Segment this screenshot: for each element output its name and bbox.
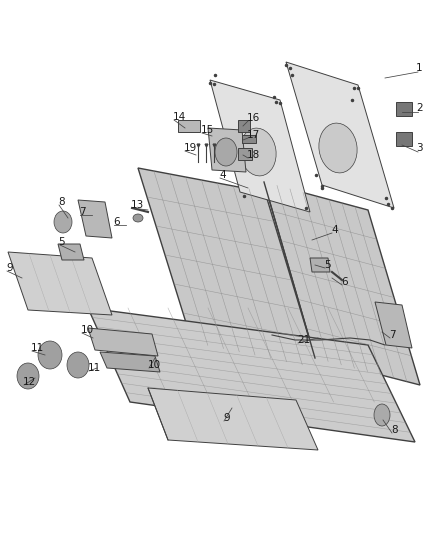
Ellipse shape xyxy=(67,352,89,378)
Ellipse shape xyxy=(38,341,62,369)
Polygon shape xyxy=(8,252,112,315)
Polygon shape xyxy=(210,80,310,212)
Text: 10: 10 xyxy=(148,360,161,370)
Ellipse shape xyxy=(240,128,276,176)
Polygon shape xyxy=(264,182,420,385)
Text: 4: 4 xyxy=(219,170,226,180)
Polygon shape xyxy=(242,135,256,143)
Text: 21: 21 xyxy=(297,335,310,345)
Text: 5: 5 xyxy=(324,260,331,270)
Text: 5: 5 xyxy=(58,237,65,247)
Polygon shape xyxy=(100,352,160,372)
Text: 18: 18 xyxy=(247,150,260,160)
Text: 8: 8 xyxy=(391,425,398,435)
Ellipse shape xyxy=(54,211,72,233)
Text: 8: 8 xyxy=(58,197,65,207)
Polygon shape xyxy=(148,388,318,450)
Polygon shape xyxy=(88,328,158,356)
Polygon shape xyxy=(310,258,330,272)
Text: 7: 7 xyxy=(79,207,85,217)
Ellipse shape xyxy=(133,214,143,222)
Polygon shape xyxy=(238,120,250,132)
Text: 11: 11 xyxy=(88,363,101,373)
Ellipse shape xyxy=(319,123,357,173)
Polygon shape xyxy=(58,244,84,260)
Text: 9: 9 xyxy=(223,413,230,423)
Text: 9: 9 xyxy=(6,263,13,273)
Polygon shape xyxy=(286,62,394,208)
Ellipse shape xyxy=(215,138,237,166)
Polygon shape xyxy=(88,308,415,442)
Polygon shape xyxy=(396,132,412,146)
Text: 16: 16 xyxy=(247,113,260,123)
Polygon shape xyxy=(396,102,412,116)
Text: 17: 17 xyxy=(247,130,260,140)
Text: 10: 10 xyxy=(81,325,94,335)
Text: 7: 7 xyxy=(389,330,396,340)
Polygon shape xyxy=(208,128,246,172)
Text: 14: 14 xyxy=(173,112,186,122)
Polygon shape xyxy=(238,148,252,160)
Text: 15: 15 xyxy=(201,125,214,135)
Polygon shape xyxy=(78,200,112,238)
Text: 2: 2 xyxy=(416,103,423,113)
Ellipse shape xyxy=(17,363,39,389)
Polygon shape xyxy=(138,168,318,368)
Text: 4: 4 xyxy=(331,225,338,235)
Polygon shape xyxy=(178,120,200,132)
Text: 12: 12 xyxy=(23,377,36,387)
Text: 19: 19 xyxy=(184,143,197,153)
Text: 13: 13 xyxy=(131,200,144,210)
Ellipse shape xyxy=(374,404,390,426)
Polygon shape xyxy=(375,302,412,348)
Text: 1: 1 xyxy=(416,63,423,73)
Text: 6: 6 xyxy=(341,277,348,287)
Text: 3: 3 xyxy=(416,143,423,153)
Text: 6: 6 xyxy=(113,217,120,227)
Text: 11: 11 xyxy=(31,343,44,353)
